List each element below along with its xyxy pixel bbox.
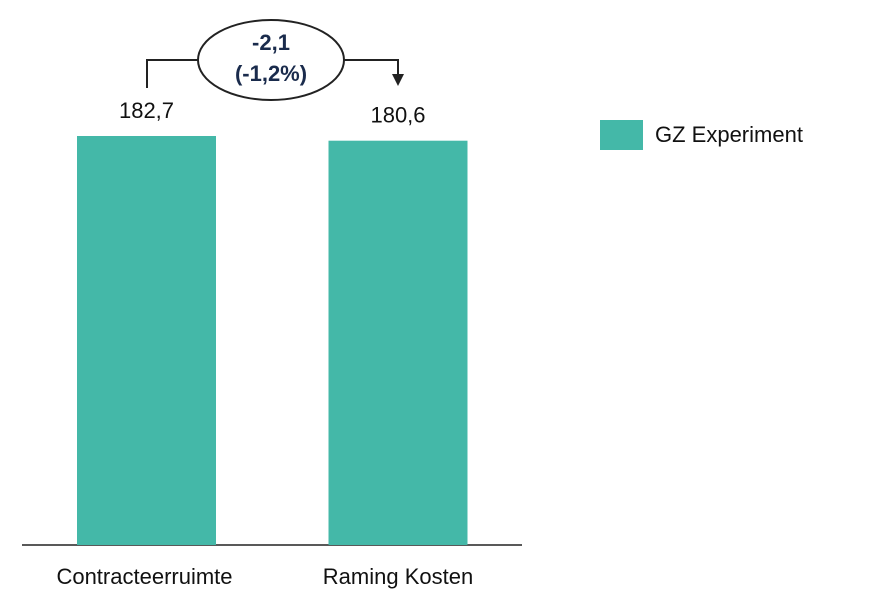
bar xyxy=(328,140,468,545)
legend-label: GZ Experiment xyxy=(655,122,803,147)
annotation-ellipse xyxy=(197,19,345,101)
bracket-right xyxy=(344,59,399,76)
value-label: 182,7 xyxy=(119,98,174,123)
arrow-head xyxy=(392,74,404,86)
value-label: 180,6 xyxy=(370,103,425,128)
x-tick-label: Raming Kosten xyxy=(323,564,473,589)
bar xyxy=(77,136,216,545)
annotation: (-1,2%) xyxy=(235,61,307,86)
annotation: -2,1 xyxy=(252,30,290,55)
legend-swatch xyxy=(600,120,643,150)
x-tick-label: Contracteerruimte xyxy=(56,564,232,589)
bracket-left xyxy=(146,59,198,88)
